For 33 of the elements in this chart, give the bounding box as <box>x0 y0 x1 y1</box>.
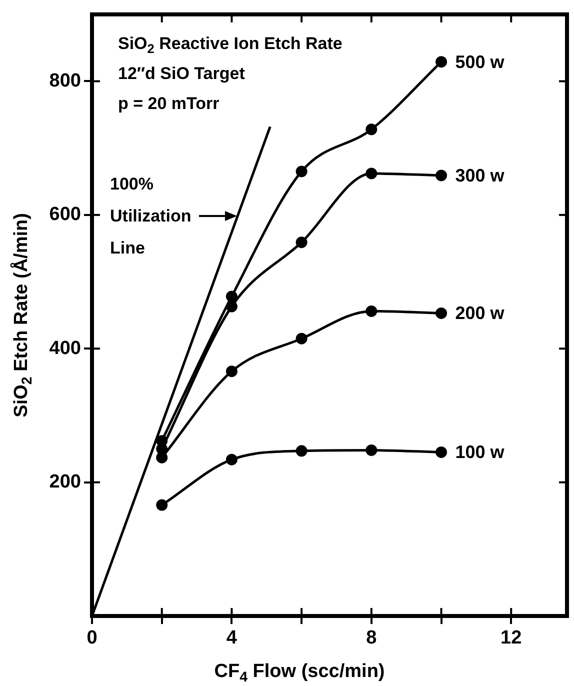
series-label: 200 w <box>455 303 506 324</box>
y-tick-label: 600 <box>49 204 81 226</box>
point <box>366 305 378 317</box>
point <box>296 332 308 344</box>
point <box>436 446 448 458</box>
series-label: 300 w <box>455 165 506 186</box>
point <box>296 166 308 178</box>
point <box>226 290 238 302</box>
annotation: 100% Utilization Line <box>110 174 192 258</box>
x-tick-label: 4 <box>226 628 238 649</box>
point <box>436 170 448 182</box>
annotation: 12″d SiO Target <box>118 64 246 84</box>
point <box>436 307 448 319</box>
x-tick-label: 0 <box>86 628 98 649</box>
point <box>366 444 378 456</box>
series-label: 100 w <box>455 442 506 462</box>
point <box>156 499 168 511</box>
point <box>296 445 308 457</box>
point <box>296 236 308 248</box>
point <box>226 454 238 466</box>
series-label: 500 w <box>455 52 506 72</box>
y-tick-label: 400 <box>49 338 81 359</box>
point <box>436 56 448 68</box>
y-tick-label: 200 <box>49 472 81 493</box>
point <box>366 168 378 180</box>
x-tick-label: 12 <box>500 628 522 649</box>
point <box>226 366 238 378</box>
y-axis-title: SiO2 Etch Rate (Å/min) <box>10 213 36 418</box>
x-tick-label: 8 <box>366 628 377 649</box>
point <box>366 124 378 136</box>
y-tick-label: 800 <box>49 70 81 92</box>
annotation: p = 20 mTorr <box>118 94 220 114</box>
point <box>156 452 168 464</box>
